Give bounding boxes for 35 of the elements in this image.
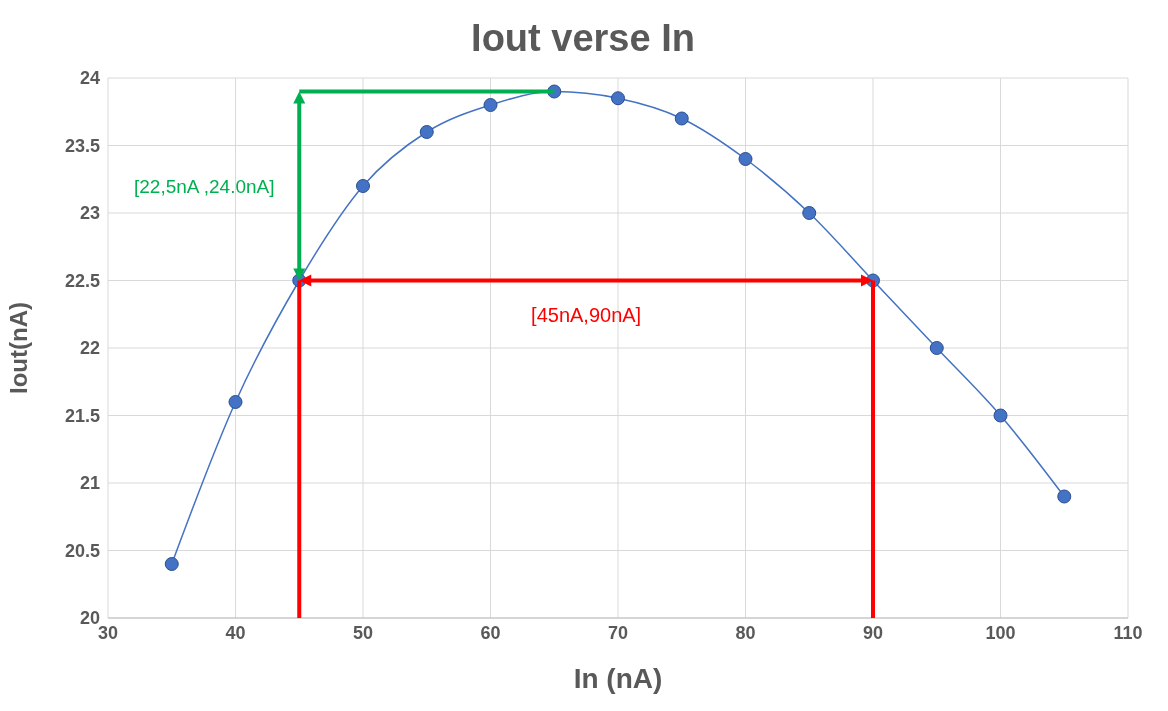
- x-tick-label: 60: [480, 622, 501, 643]
- x-tick-label: 30: [97, 622, 119, 643]
- y-axis-title: Iout(nA): [4, 302, 32, 394]
- point: [1057, 489, 1072, 504]
- point: [419, 125, 434, 139]
- point: [611, 91, 625, 106]
- y-tick-label: 21.5: [64, 405, 100, 426]
- point: [802, 206, 817, 220]
- x-tick-label: 50: [352, 622, 374, 643]
- point: [356, 179, 370, 193]
- x-tick-label: 100: [985, 622, 1016, 643]
- y-tick-label: 22.5: [64, 270, 100, 291]
- y-tick-label: 23: [79, 203, 100, 224]
- point: [228, 395, 243, 409]
- y-tick-label: 24: [79, 68, 100, 89]
- y-tick-label: 23.5: [64, 135, 100, 156]
- x-tick-label: 90: [862, 622, 884, 643]
- point: [738, 152, 753, 166]
- annotation: [45nA,90nA]: [531, 303, 642, 326]
- x-tick-label: 80: [735, 622, 756, 643]
- point: [483, 98, 498, 112]
- x-axis-title: In (nA): [573, 663, 663, 694]
- annotation: [22,5nA ,24.0nA]: [133, 175, 275, 197]
- point: [993, 408, 1008, 423]
- point: [164, 557, 179, 571]
- y-tick-label: 20.5: [64, 540, 100, 561]
- y-tick-label: 22: [79, 338, 100, 359]
- chart-title: Iout verse In: [470, 16, 696, 61]
- point: [929, 341, 944, 355]
- point: [674, 111, 689, 126]
- x-tick-label: 110: [1113, 622, 1143, 643]
- x-tick-label: 70: [607, 622, 629, 643]
- x-tick-label: 40: [225, 622, 246, 643]
- y-tick-label: 21: [79, 473, 100, 494]
- y-tick-label: 20: [79, 608, 100, 629]
